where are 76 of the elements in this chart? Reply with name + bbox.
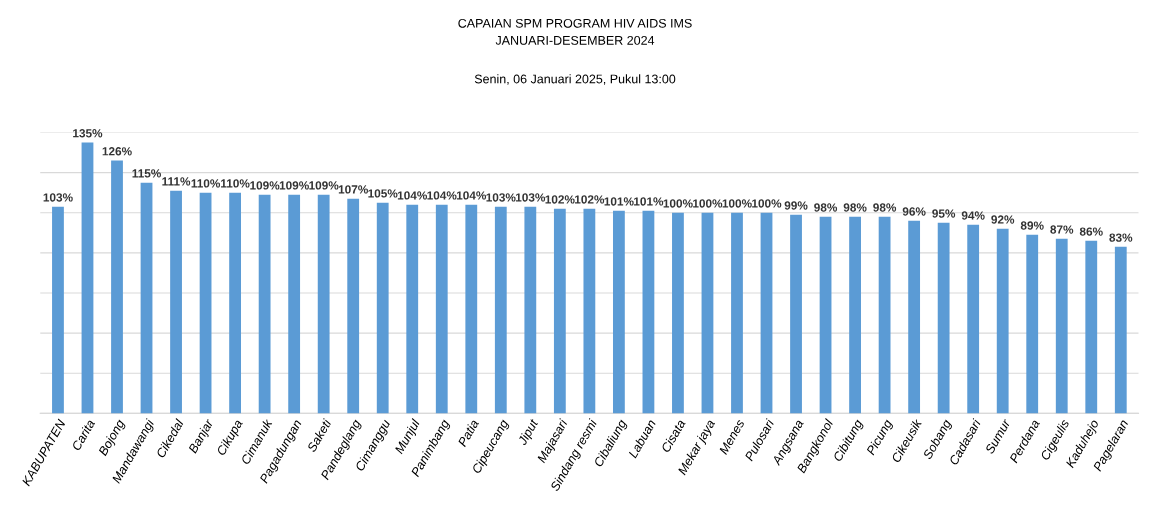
data-label: 83% — [1109, 233, 1133, 242]
bar — [878, 216, 891, 414]
data-label: 111% — [162, 177, 191, 186]
data-label: 99% — [784, 201, 808, 210]
bar — [967, 224, 980, 414]
chart-subtitle: Senin, 06 Januari 2025, Pukul 13:00 — [474, 74, 676, 85]
bar — [731, 212, 743, 414]
data-label: 98% — [843, 203, 867, 212]
data-label: 126% — [102, 147, 132, 156]
bar — [996, 228, 1009, 414]
bar — [52, 206, 64, 414]
bar — [494, 206, 507, 414]
bar — [229, 192, 242, 414]
bar — [612, 210, 625, 414]
data-label: 135% — [73, 129, 103, 138]
bar — [908, 220, 921, 414]
data-label: 100% — [722, 199, 752, 208]
data-label: 98% — [814, 203, 838, 212]
bar — [111, 160, 123, 414]
bar — [701, 212, 714, 414]
bar — [937, 222, 950, 414]
bar — [849, 216, 861, 414]
data-label: 96% — [902, 207, 926, 216]
data-label: 89% — [1020, 221, 1044, 230]
bar — [642, 210, 655, 414]
data-label: 103% — [43, 193, 73, 202]
bar — [376, 202, 389, 414]
bar — [258, 194, 271, 414]
data-label: 104% — [427, 191, 457, 200]
bar — [583, 208, 596, 414]
data-label: 107% — [338, 185, 368, 194]
bar — [790, 214, 802, 414]
chart-title: CAPAIAN SPM PROGRAM HIV AIDS IMS JANUARI-DESEMBER 2024 — [458, 18, 692, 45]
data-label: 103% — [486, 193, 516, 202]
data-label: 92% — [991, 215, 1015, 224]
data-label: 102% — [545, 195, 575, 204]
data-label: 94% — [961, 211, 985, 220]
bar — [672, 212, 684, 414]
data-label: 100% — [693, 199, 723, 208]
bar — [140, 182, 153, 414]
data-label: 98% — [873, 203, 897, 212]
bar — [288, 194, 301, 414]
bar — [406, 204, 419, 414]
bar — [819, 216, 832, 414]
bar — [760, 212, 773, 414]
data-label: 87% — [1050, 225, 1074, 234]
bar — [524, 206, 537, 414]
bar — [1085, 240, 1098, 414]
data-label: 102% — [575, 195, 605, 204]
data-label: 110% — [221, 179, 250, 188]
bar — [435, 204, 448, 414]
data-label: 100% — [663, 199, 693, 208]
bar — [199, 192, 212, 414]
data-label: 109% — [309, 181, 339, 190]
data-label: 105% — [368, 189, 398, 198]
bar — [347, 198, 360, 414]
bar — [170, 190, 182, 414]
data-label: 115% — [132, 169, 161, 178]
bar — [1026, 234, 1039, 414]
data-label: 104% — [456, 191, 487, 200]
data-label: 95% — [932, 209, 956, 218]
data-label: 109% — [279, 181, 309, 190]
bar — [1055, 238, 1068, 414]
data-label: 110% — [191, 179, 221, 188]
bar — [317, 194, 330, 414]
data-label: 103% — [515, 193, 546, 202]
data-label: 101% — [634, 197, 664, 206]
data-label: 101% — [604, 197, 634, 206]
bar — [1114, 246, 1127, 414]
bar — [465, 204, 478, 414]
data-label: 86% — [1079, 227, 1103, 236]
bar — [81, 142, 94, 414]
data-label: 100% — [752, 199, 782, 208]
bar — [553, 208, 566, 414]
data-label: 104% — [397, 191, 428, 200]
data-label: 109% — [250, 181, 280, 190]
